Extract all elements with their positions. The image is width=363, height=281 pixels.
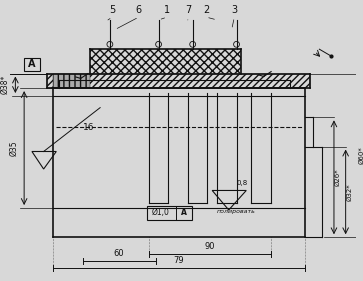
Text: Ø60*: Ø60* (358, 146, 363, 164)
Bar (46, 74, 310, 88)
Text: A: A (181, 209, 187, 217)
Text: 79: 79 (174, 257, 184, 266)
Text: Ø35: Ø35 (9, 140, 18, 156)
Text: 60: 60 (114, 249, 125, 258)
Text: 2: 2 (203, 5, 209, 15)
Bar (53, 74, 90, 88)
Text: 7: 7 (185, 5, 192, 15)
Bar (90, 49, 241, 74)
Text: 3: 3 (231, 5, 237, 15)
Text: Ø26*: Ø26* (335, 169, 341, 186)
Text: A: A (28, 59, 36, 69)
Bar (53, 74, 90, 88)
Text: Ø32*: Ø32* (347, 183, 352, 201)
Text: 16: 16 (83, 123, 94, 132)
Text: полировать: полировать (217, 209, 256, 214)
Text: 0,8: 0,8 (237, 180, 248, 185)
Text: 6: 6 (136, 5, 142, 15)
Text: Ø1,0: Ø1,0 (152, 209, 170, 217)
Text: Ø38*: Ø38* (0, 75, 9, 94)
Text: 90: 90 (204, 242, 215, 251)
Text: 5: 5 (109, 5, 115, 15)
Text: 1: 1 (164, 5, 170, 15)
